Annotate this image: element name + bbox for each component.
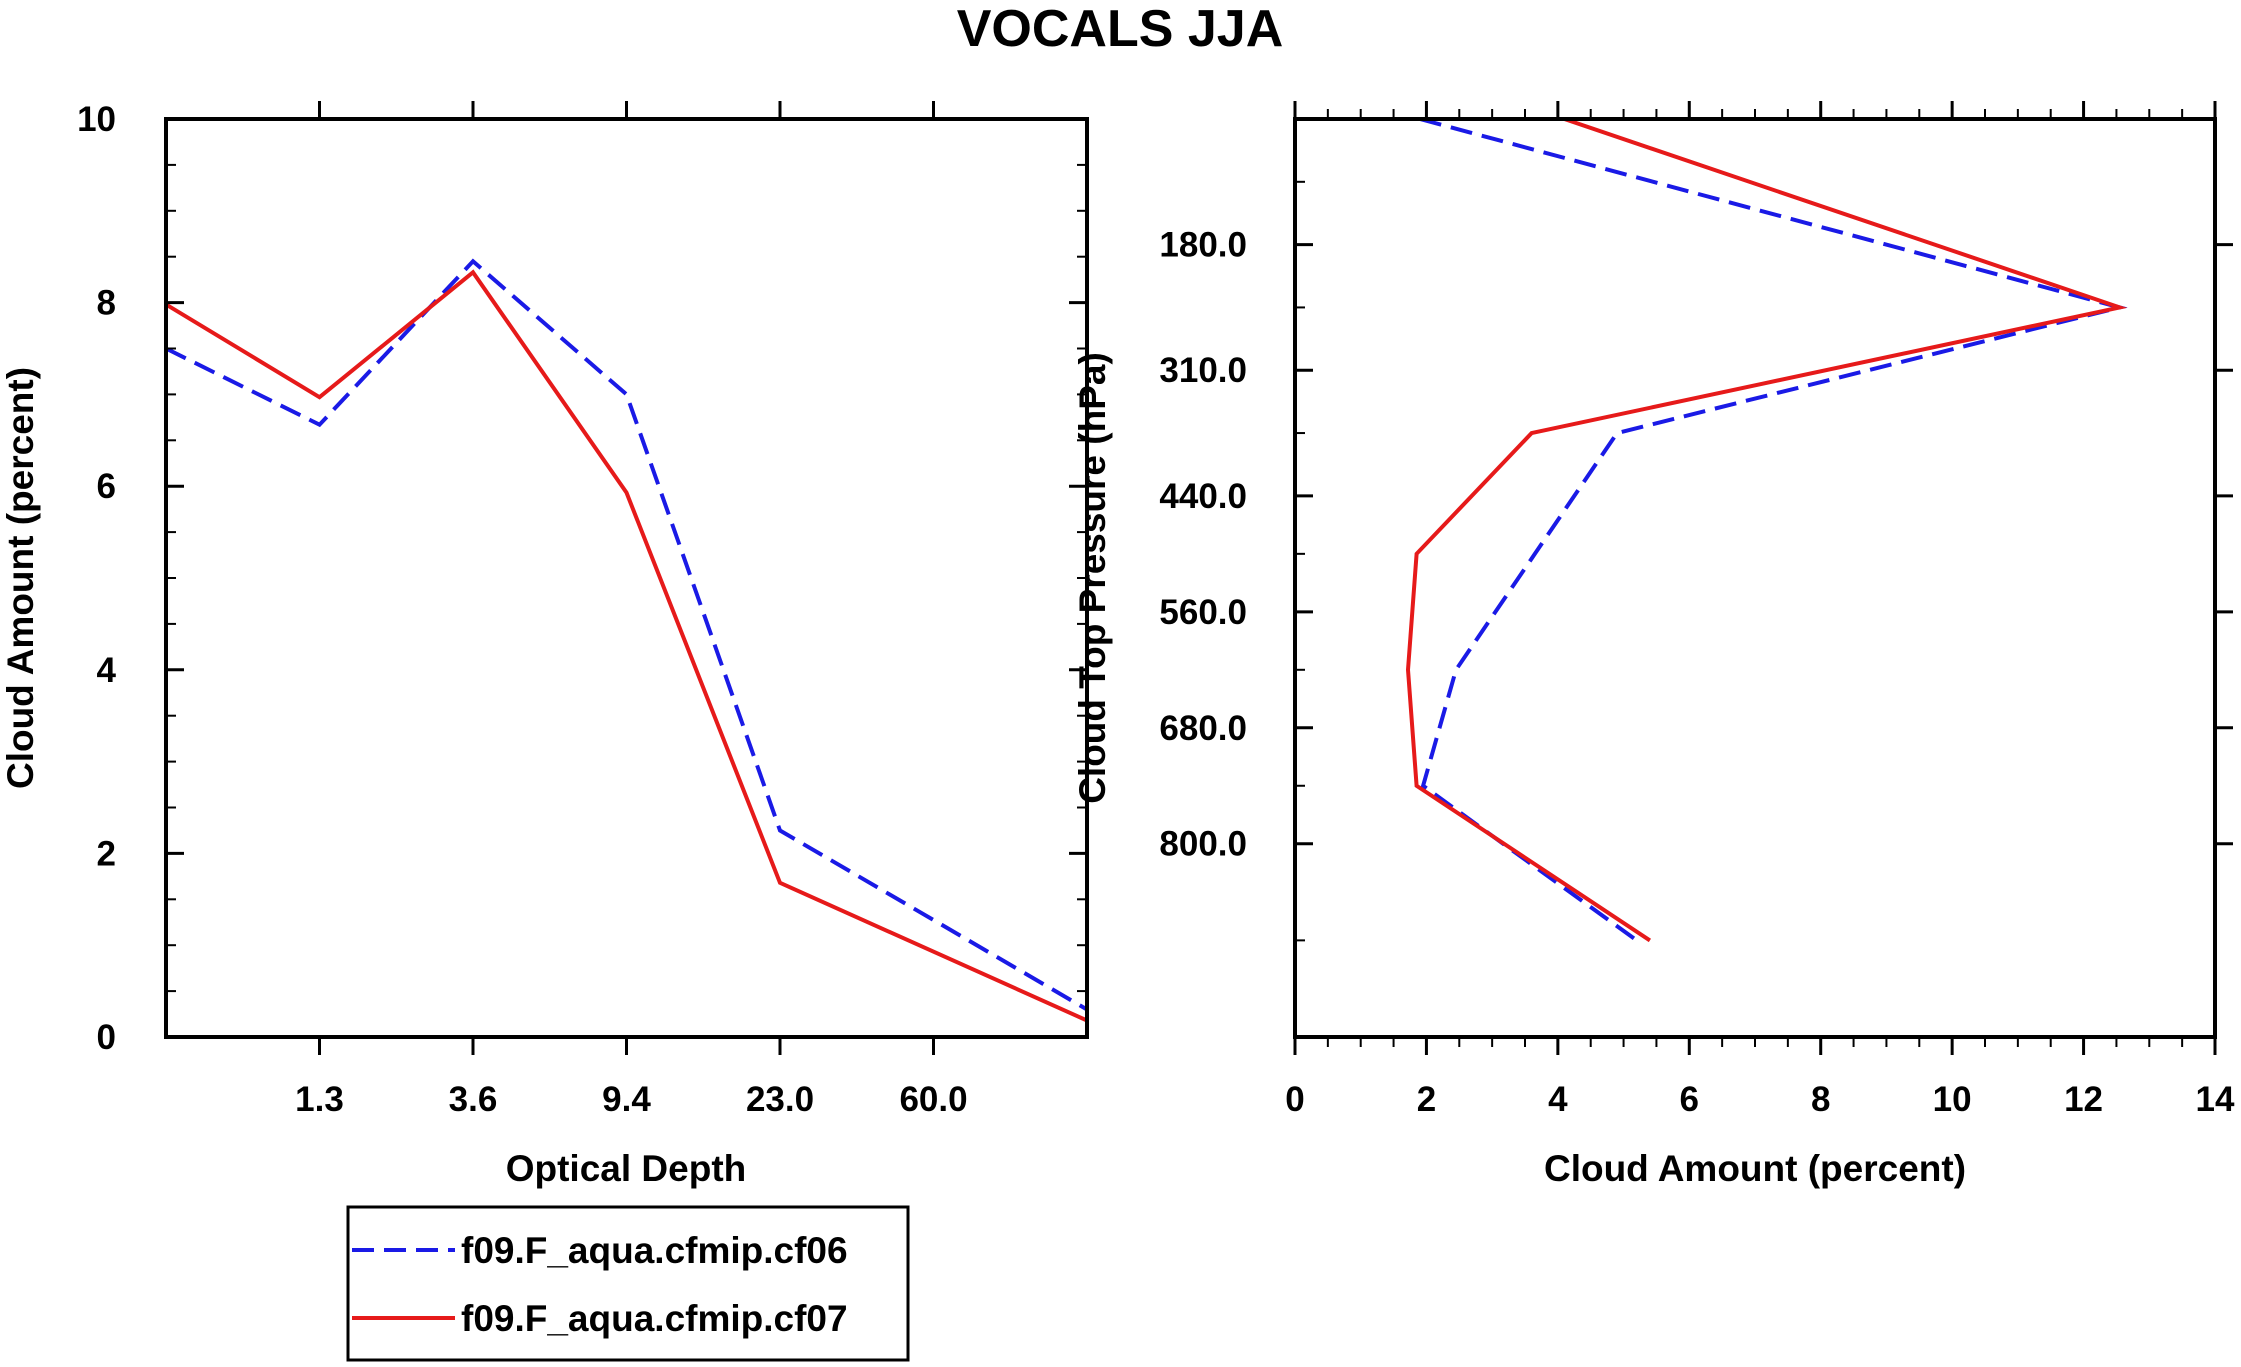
pressure-profile-x-axis-label: Cloud Amount (percent) bbox=[1544, 1148, 1966, 1189]
y-tick-label: 680.0 bbox=[1159, 709, 1247, 748]
pressure-series-line-cf07 bbox=[1405, 117, 2128, 943]
x-tick-label: 2 bbox=[1417, 1080, 1436, 1119]
x-tick-label: 4 bbox=[1548, 1080, 1568, 1119]
y-tick-label: 0 bbox=[97, 1018, 116, 1057]
optical-depth-plot-frame bbox=[164, 117, 1089, 1039]
y-tick-label: 4 bbox=[97, 651, 117, 690]
optical-depth-ticks: 1.3 3.6 9.4 23.0 60.0 0 2 4 6 8 10 bbox=[77, 100, 1087, 1119]
y-tick-label: 800.0 bbox=[1159, 825, 1247, 864]
x-tick-label: 14 bbox=[2196, 1080, 2235, 1119]
legend: f09.F_aqua.cfmip.cf06 f09.F_aqua.cfmip.c… bbox=[346, 1205, 910, 1362]
pressure-profile-y-axis-label: Cloud Top Pressure (hPa) bbox=[1072, 352, 1113, 804]
x-tick-label: 3.6 bbox=[449, 1080, 498, 1119]
x-tick-label: 60.0 bbox=[899, 1080, 967, 1119]
legend-label-cf06: f09.F_aqua.cfmip.cf06 bbox=[461, 1230, 848, 1271]
y-tick-label: 180.0 bbox=[1159, 226, 1247, 265]
pressure-profile-ticks: 0 2 4 6 8 10 12 14 180.0 310.0 440.0 560.0 680.0 800.… bbox=[1159, 101, 2235, 1119]
pressure-profile-series-group bbox=[1405, 117, 2128, 943]
y-tick-label: 2 bbox=[97, 834, 116, 873]
pressure-profile-plot-frame bbox=[1293, 117, 2217, 1039]
y-tick-label: 560.0 bbox=[1159, 593, 1247, 632]
y-tick-label: 8 bbox=[97, 284, 116, 323]
x-tick-label: 8 bbox=[1811, 1080, 1830, 1119]
optical-depth-series-line-cf07 bbox=[164, 269, 1088, 1023]
x-tick-label: 10 bbox=[1933, 1080, 1972, 1119]
pressure-profile-plot: 0 2 4 6 8 10 12 14 180.0 310.0 440.0 560.0 680.0 800.… bbox=[1072, 101, 2235, 1189]
chart-title: VOCALS JJA bbox=[957, 0, 1284, 58]
y-tick-label: 10 bbox=[77, 100, 116, 139]
optical-depth-series-group bbox=[164, 258, 1089, 1023]
optical-depth-series-line-cf06 bbox=[165, 258, 1089, 1012]
legend-box bbox=[346, 1205, 910, 1362]
x-tick-label: 23.0 bbox=[746, 1080, 814, 1119]
x-tick-label: 9.4 bbox=[602, 1080, 651, 1119]
x-tick-label: 12 bbox=[2064, 1080, 2103, 1119]
y-tick-label: 440.0 bbox=[1159, 477, 1247, 516]
optical-depth-x-axis-label: Optical Depth bbox=[506, 1148, 747, 1189]
optical-depth-plot: 1.3 3.6 9.4 23.0 60.0 0 2 4 6 8 10 Optical Depth C… bbox=[0, 100, 1089, 1189]
y-tick-label: 6 bbox=[97, 467, 116, 506]
x-tick-label: 0 bbox=[1285, 1080, 1304, 1119]
x-tick-label: 1.3 bbox=[295, 1080, 344, 1119]
x-tick-label: 6 bbox=[1680, 1080, 1699, 1119]
legend-label-cf07: f09.F_aqua.cfmip.cf07 bbox=[461, 1298, 848, 1339]
pressure-series-line-cf06 bbox=[1419, 117, 2128, 943]
y-tick-label: 310.0 bbox=[1159, 351, 1247, 390]
optical-depth-y-axis-label: Cloud Amount (percent) bbox=[0, 367, 41, 789]
